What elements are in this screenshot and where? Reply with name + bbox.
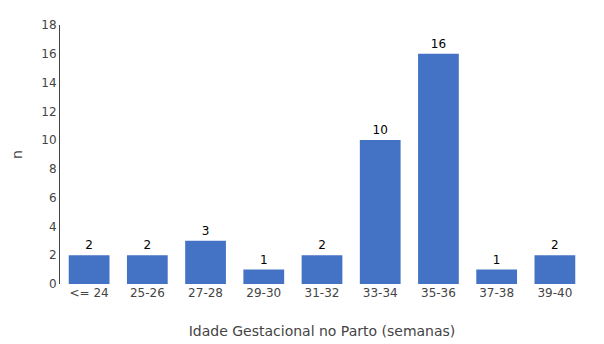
svg-text:2: 2 — [318, 238, 326, 252]
svg-text:18: 18 — [41, 18, 56, 32]
svg-text:10: 10 — [373, 123, 388, 137]
svg-text:2: 2 — [49, 248, 57, 262]
svg-text:39-40: 39-40 — [537, 286, 572, 300]
svg-text:2: 2 — [85, 238, 93, 252]
svg-text:27-28: 27-28 — [188, 286, 223, 300]
svg-text:25-26: 25-26 — [130, 286, 165, 300]
svg-text:35-36: 35-36 — [421, 286, 456, 300]
svg-text:1: 1 — [260, 253, 268, 267]
svg-text:2: 2 — [144, 238, 152, 252]
svg-text:2: 2 — [551, 238, 559, 252]
svg-text:14: 14 — [41, 76, 56, 90]
svg-text:<= 24: <= 24 — [70, 286, 109, 300]
svg-text:33-34: 33-34 — [363, 286, 398, 300]
svg-text:0: 0 — [49, 277, 57, 291]
svg-text:1: 1 — [493, 253, 501, 267]
svg-text:29-30: 29-30 — [246, 286, 281, 300]
svg-text:4: 4 — [49, 220, 57, 234]
svg-text:Idade Gestacional no Parto (se: Idade Gestacional no Parto (semanas) — [189, 323, 456, 339]
svg-text:37-38: 37-38 — [479, 286, 514, 300]
svg-text:16: 16 — [431, 37, 446, 51]
svg-text:3: 3 — [202, 224, 210, 238]
svg-text:12: 12 — [41, 105, 56, 119]
svg-text:n: n — [9, 150, 25, 159]
svg-text:8: 8 — [49, 162, 57, 176]
svg-text:6: 6 — [49, 191, 57, 205]
svg-text:16: 16 — [41, 47, 56, 61]
svg-text:10: 10 — [41, 133, 56, 147]
svg-text:31-32: 31-32 — [305, 286, 340, 300]
